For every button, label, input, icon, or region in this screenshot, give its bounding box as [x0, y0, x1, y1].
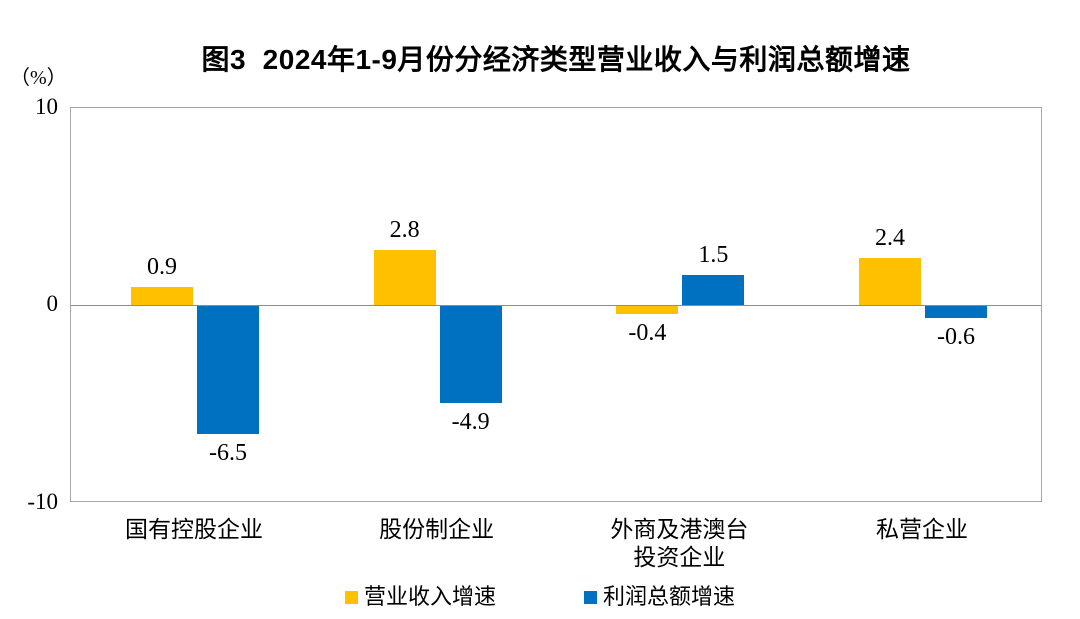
- y-tick-neg10: -10: [27, 489, 58, 514]
- y-tick-10: 10: [35, 94, 58, 119]
- bar-revenue-0: [131, 287, 193, 305]
- category-label-line: 投资企业: [633, 545, 726, 570]
- category-label-1: 股份制企业: [297, 516, 577, 544]
- legend-swatch-profit: [584, 590, 597, 604]
- data-label-revenue-1: 2.8: [389, 216, 420, 243]
- legend: 营业收入增速 利润总额增速: [0, 584, 1080, 610]
- category-label-line: 外商及港澳台: [610, 517, 749, 542]
- plot-area: 0.9 2.8 -0.4 2.4 -6.5 -4.9 1.5 -0.6: [70, 107, 1042, 502]
- legend-swatch-revenue: [344, 590, 358, 604]
- data-label-profit-0: -6.5: [209, 440, 247, 467]
- legend-label-profit: 利润总额增速: [603, 584, 736, 609]
- category-label-2: 外商及港澳台 投资企业: [539, 516, 819, 572]
- legend-label-revenue: 营业收入增速: [363, 584, 496, 609]
- bar-profit-2: [682, 275, 745, 305]
- data-label-profit-1: -4.9: [451, 408, 490, 435]
- y-axis-unit-label: （%）: [10, 67, 67, 89]
- bar-profit-3: [925, 306, 987, 318]
- legend-item-profit: 利润总额增速: [584, 584, 735, 610]
- category-label-line: 股份制企业: [379, 517, 495, 542]
- zero-axis-line: [71, 305, 1041, 306]
- category-label-line: 私营企业: [876, 517, 968, 542]
- data-label-profit-3: -0.6: [937, 323, 975, 350]
- data-label-profit-2: 1.5: [698, 242, 729, 269]
- bar-revenue-2: [616, 306, 679, 314]
- category-label-0: 国有控股企业: [54, 516, 334, 544]
- chart-title: 图3 2024年1-9月份分经济类型营业收入与利润总额增速: [201, 44, 911, 75]
- bar-profit-0: [197, 306, 259, 435]
- category-label-3: 私营企业: [782, 516, 1062, 544]
- y-tick-0: 0: [46, 291, 59, 316]
- data-label-revenue-3: 2.4: [875, 224, 905, 251]
- category-label-line: 国有控股企业: [125, 517, 263, 542]
- category-axis: 国有控股企业 股份制企业 外商及港澳台 投资企业 私营企业: [70, 516, 1042, 574]
- bar-profit-1: [439, 306, 502, 403]
- data-label-revenue-2: -0.4: [628, 319, 667, 346]
- legend-item-revenue: 营业收入增速: [344, 584, 496, 610]
- bar-revenue-3: [859, 257, 921, 305]
- bar-revenue-1: [373, 249, 436, 305]
- data-label-revenue-0: 0.9: [147, 254, 177, 281]
